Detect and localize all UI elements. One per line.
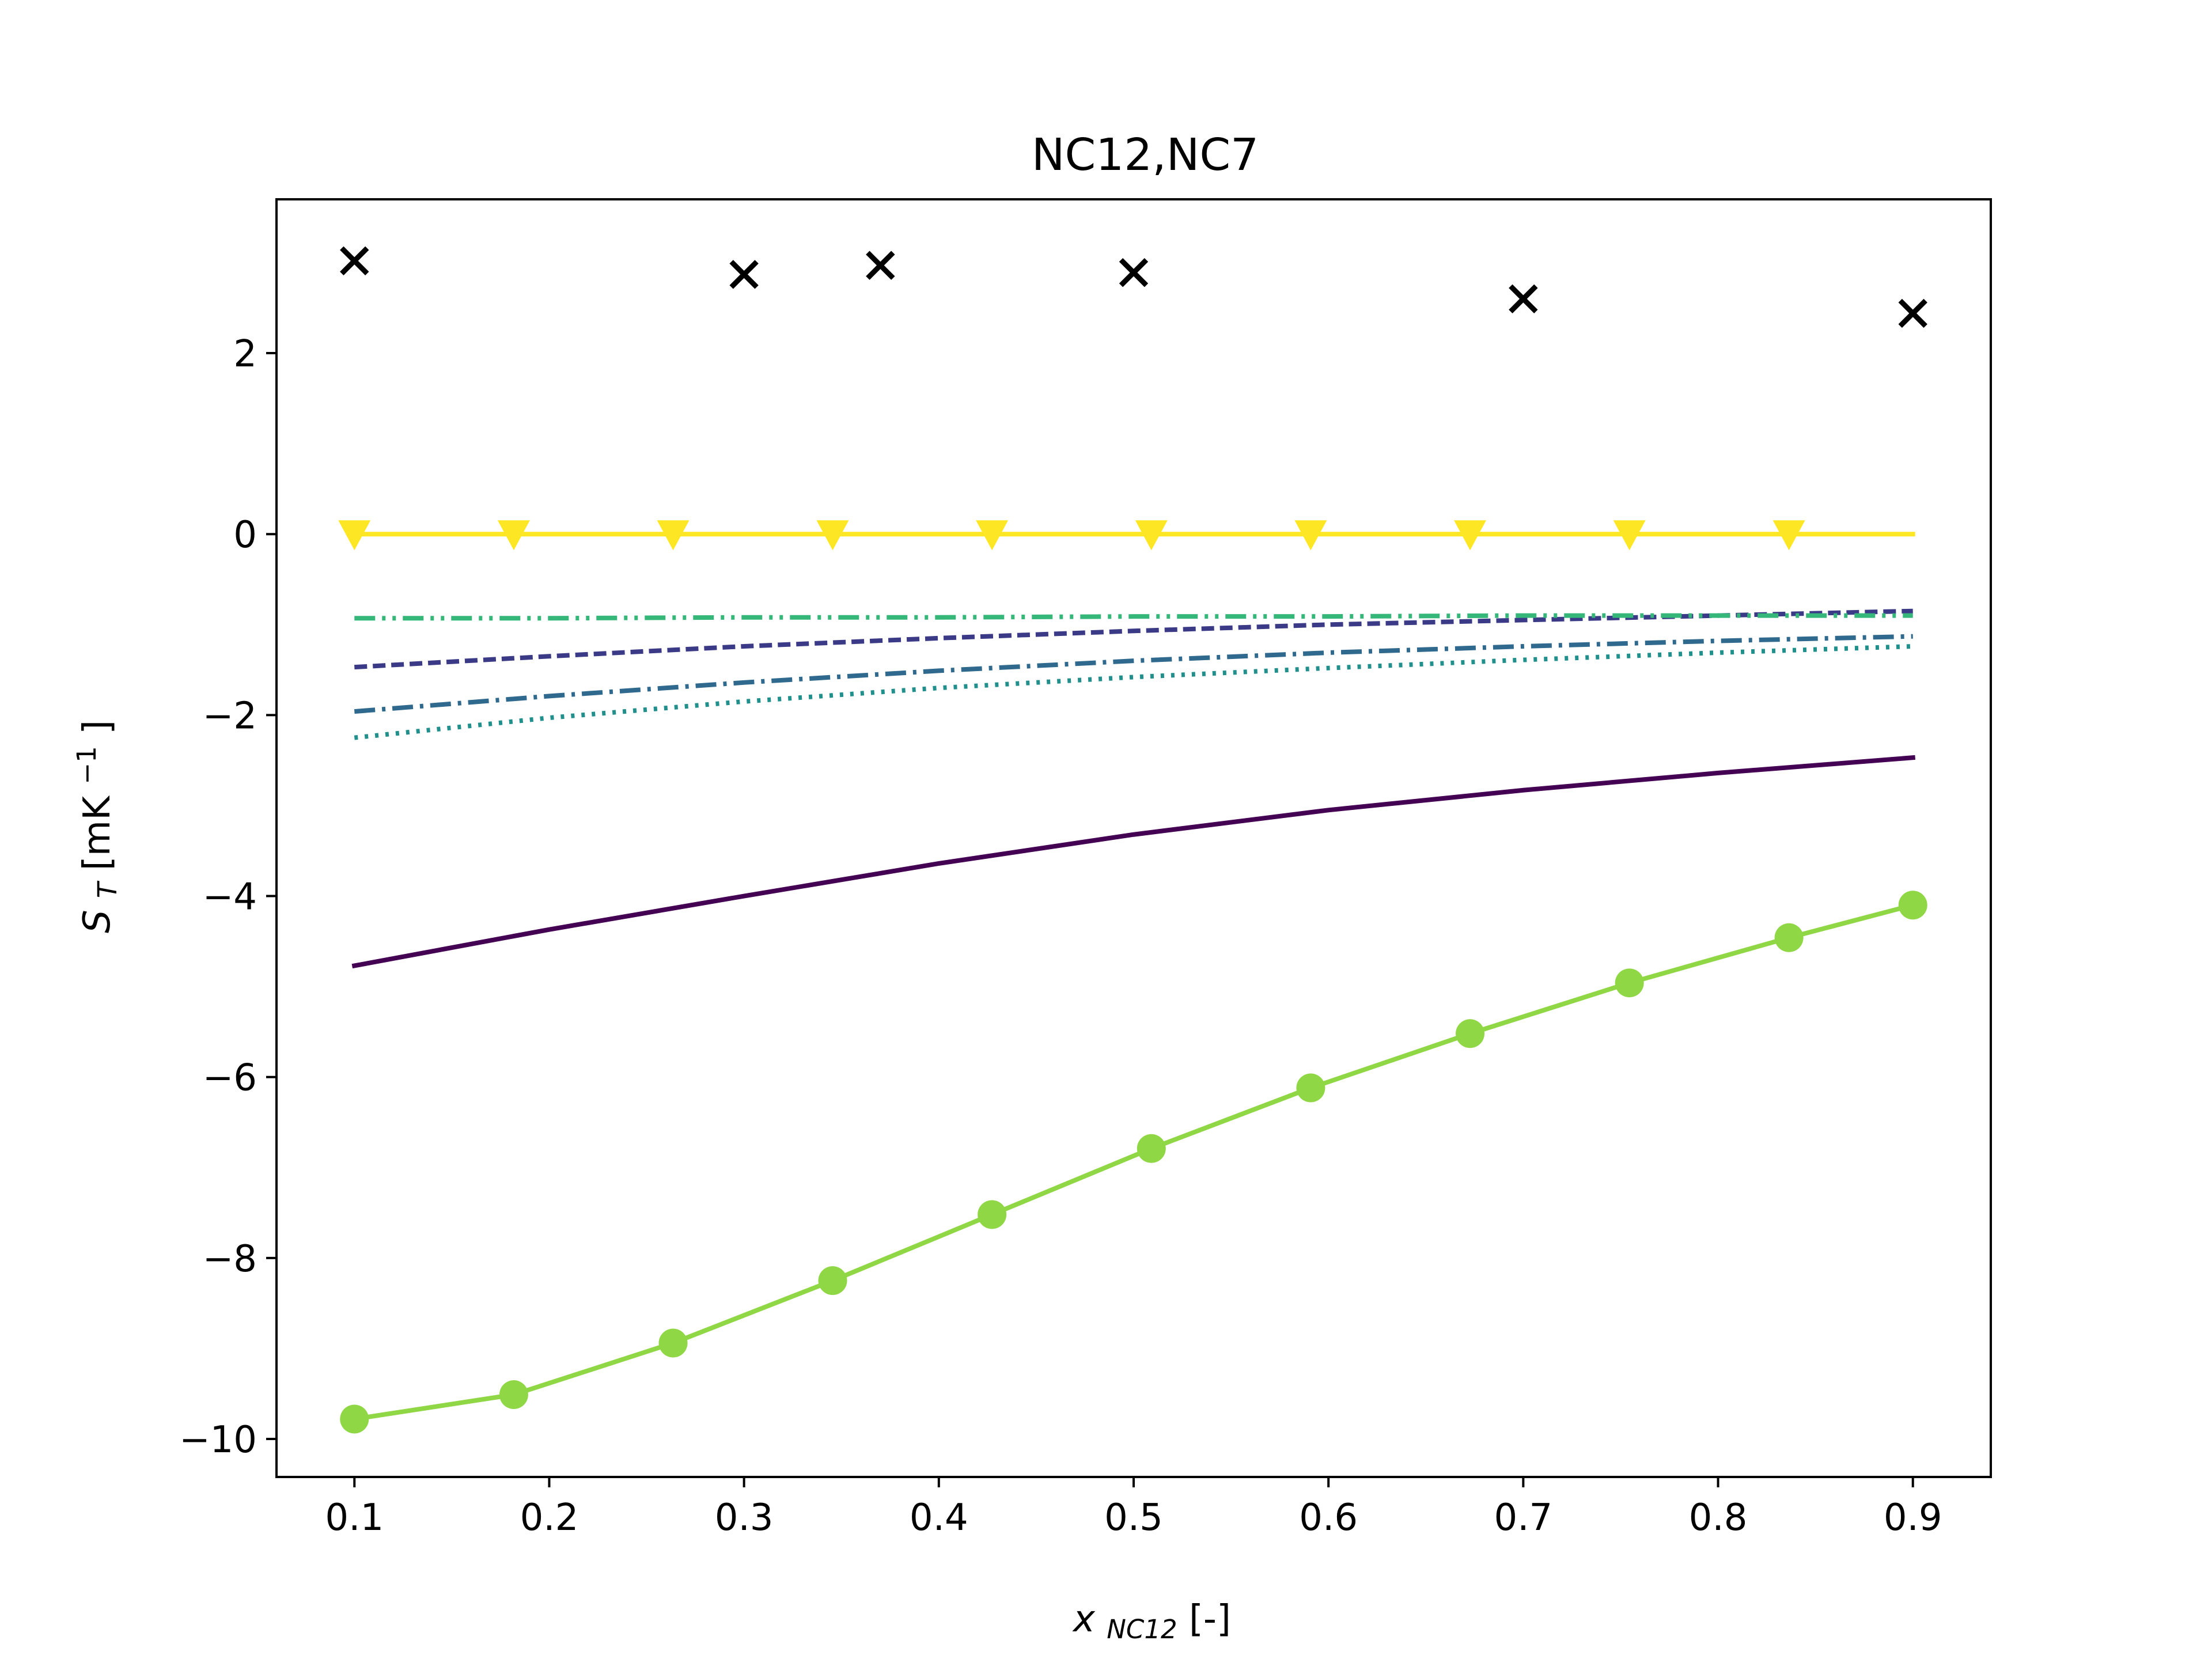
data-point-lime-solid-circles-5 — [1137, 1134, 1166, 1163]
data-point-yellow-solid-triangles-2 — [657, 520, 690, 551]
data-point-lime-solid-circles-10 — [1898, 891, 1927, 920]
data-point-lime-solid-circles-8 — [1615, 968, 1644, 998]
data-point-lime-solid-circles-3 — [818, 1266, 847, 1296]
data-point-yellow-solid-triangles-7 — [1454, 520, 1487, 551]
data-point-black-crosses-5 — [1898, 298, 1927, 328]
y-axis-label-base: S — [76, 910, 119, 933]
x-tick-label-3: 0.4 — [910, 1497, 968, 1539]
y-axis-label: S T [mK −1 ] — [62, 720, 126, 933]
series-lime-solid-circles — [340, 891, 1927, 1434]
y-axis-label-suffix: [mK — [76, 795, 119, 870]
series-blue-dashdot — [354, 634, 1913, 714]
data-point-yellow-solid-triangles-9 — [1772, 520, 1805, 551]
data-point-black-crosses-3 — [1119, 258, 1149, 287]
x-tick-label-6: 0.7 — [1494, 1497, 1552, 1539]
series-green-dashdotdot — [354, 613, 1913, 621]
y-axis-label-subscript: T — [92, 880, 123, 898]
y-tick-label-0: −10 — [179, 1419, 257, 1461]
data-point-lime-solid-circles-1 — [499, 1380, 528, 1410]
x-tick-label-5: 0.6 — [1299, 1497, 1358, 1539]
x-tick-label-7: 0.8 — [1689, 1497, 1748, 1539]
plot-background — [276, 199, 1991, 1477]
data-point-yellow-solid-triangles-3 — [816, 520, 849, 551]
y-axis-label-superscript: −1 — [71, 746, 102, 784]
plot-area — [276, 199, 1991, 1477]
y-tick-label-1: −8 — [203, 1238, 257, 1281]
series-line-green-dashdotdot — [354, 613, 1913, 621]
series-line-teal-dotted — [354, 643, 1913, 740]
data-point-yellow-solid-triangles-0 — [338, 520, 371, 551]
x-tick-label-8: 0.9 — [1884, 1497, 1942, 1539]
y-axis-label-close: ] — [76, 720, 119, 734]
data-point-lime-solid-circles-6 — [1296, 1073, 1325, 1103]
data-point-lime-solid-circles-7 — [1456, 1019, 1485, 1048]
series-black-crosses — [340, 246, 1927, 328]
data-point-black-crosses-4 — [1509, 284, 1538, 313]
data-point-black-crosses-0 — [340, 246, 369, 275]
chart-title: NC12,NC7 — [1032, 130, 1259, 181]
y-tick-label-2: −6 — [203, 1057, 257, 1100]
data-point-black-crosses-2 — [866, 251, 895, 280]
series-teal-dotted — [354, 643, 1913, 740]
x-tick-label-4: 0.5 — [1104, 1497, 1163, 1539]
y-tick-label-4: −2 — [203, 695, 257, 737]
x-axis-label-subscript: NC12 — [1107, 1614, 1177, 1645]
series-line-purple-solid — [351, 755, 1916, 969]
y-tick-label-6: 2 — [233, 333, 257, 376]
series-layer — [338, 246, 1927, 1434]
data-point-lime-solid-circles-4 — [978, 1200, 1007, 1229]
data-point-lime-solid-circles-0 — [340, 1404, 369, 1434]
axes-layer: 0.1 0.2 0.3 0.4 0.5 0.6 0.7 0.8 0.9 −10 −8 −6 −4 −2 0 2 — [179, 198, 1992, 1539]
data-point-yellow-solid-triangles-1 — [497, 520, 530, 551]
data-point-yellow-solid-triangles-6 — [1294, 520, 1327, 551]
series-purple-solid — [351, 755, 1916, 969]
series-yellow-solid-triangles — [338, 520, 1915, 551]
y-tick-label-5: 0 — [233, 514, 257, 556]
series-line-blue-dashdot — [354, 634, 1913, 714]
x-tick-label-1: 0.2 — [520, 1497, 579, 1539]
x-axis-label-base: x — [1072, 1598, 1096, 1641]
data-point-yellow-solid-triangles-8 — [1613, 520, 1646, 551]
data-point-yellow-solid-triangles-4 — [976, 520, 1009, 551]
data-point-lime-solid-circles-9 — [1774, 923, 1804, 952]
data-point-lime-solid-circles-2 — [658, 1328, 688, 1358]
x-axis-label: x NC12 [-] — [1072, 1598, 1231, 1647]
data-point-yellow-solid-triangles-5 — [1135, 520, 1168, 551]
x-tick-label-2: 0.3 — [715, 1497, 774, 1539]
data-point-black-crosses-1 — [729, 260, 759, 289]
x-axis-label-suffix: [-] — [1189, 1598, 1231, 1641]
x-tick-label-0: 0.1 — [325, 1497, 384, 1539]
y-tick-label-3: −4 — [203, 876, 257, 919]
